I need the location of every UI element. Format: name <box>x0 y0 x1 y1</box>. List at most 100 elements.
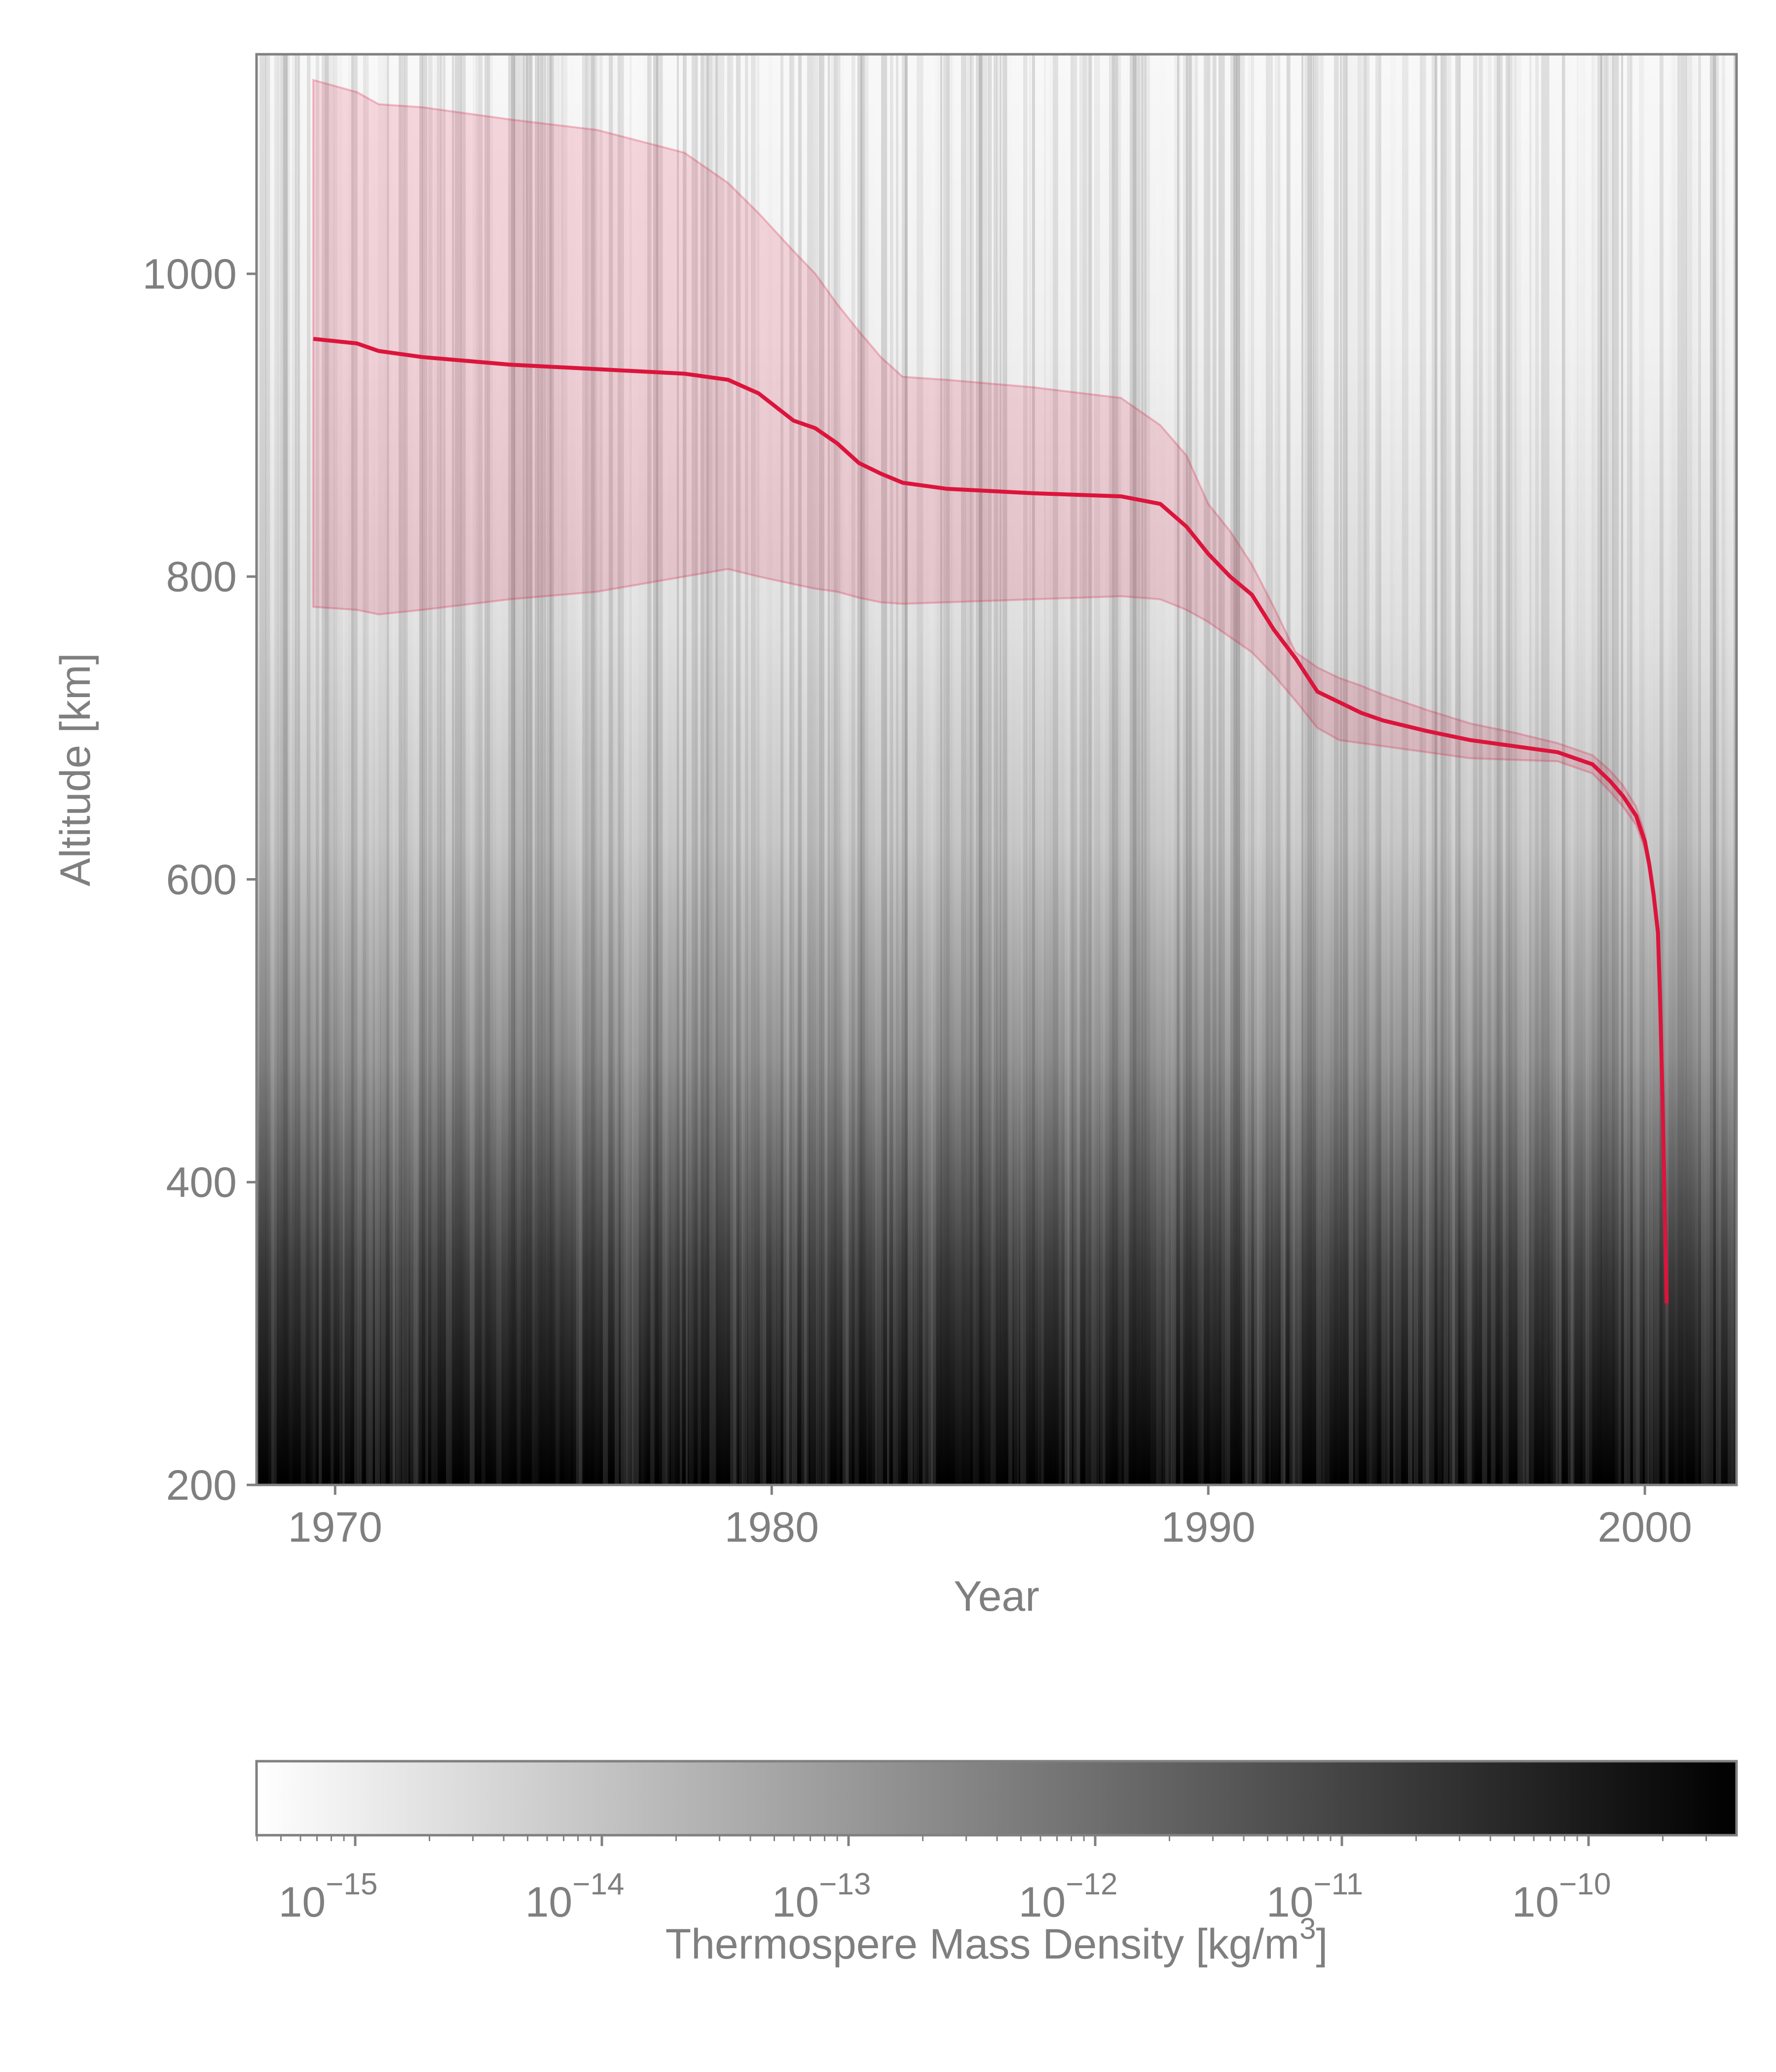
heatmap-stripe <box>757 54 760 1485</box>
heatmap-stripe <box>484 54 488 1485</box>
heatmap-stripe <box>1355 54 1359 1485</box>
heatmap-stripe <box>1029 54 1031 1485</box>
heatmap-stripe <box>1068 54 1073 1485</box>
heatmap-stripe <box>1189 54 1191 1485</box>
heatmap-stripe <box>360 54 363 1485</box>
heatmap-stripe <box>526 54 532 1485</box>
heatmap-stripe <box>591 54 597 1485</box>
heatmap-stripe <box>1156 54 1162 1485</box>
heatmap-stripe <box>1227 54 1230 1485</box>
heatmap-stripe <box>1091 54 1097 1485</box>
colorbar-label-exponent: 3 <box>1299 1912 1316 1945</box>
colorbar-ticks: 10−15 10−14 10−13 10−12 10−11 10−10 <box>256 1835 1707 1926</box>
y-tick-label: 600 <box>166 856 237 903</box>
heatmap-stripe <box>1165 54 1169 1485</box>
heatmap-stripe <box>1171 54 1176 1485</box>
heatmap-stripe <box>1615 54 1622 1485</box>
heatmap-stripe <box>715 54 718 1485</box>
heatmap-stripe <box>375 54 380 1485</box>
heatmap-stripe <box>656 54 663 1485</box>
heatmap-stripe <box>1224 54 1230 1485</box>
heatmap-stripe <box>1304 54 1310 1485</box>
heatmap-stripe <box>934 54 937 1485</box>
heatmap-stripe <box>547 54 552 1485</box>
heatmap-stripe <box>1183 54 1188 1485</box>
heatmap-stripe <box>801 54 807 1485</box>
heatmap-stripe <box>1600 54 1603 1485</box>
heatmap-stripe <box>410 54 417 1485</box>
heatmap-stripe <box>627 54 633 1485</box>
altitude-series <box>312 78 1669 1310</box>
heatmap-stripe <box>481 54 485 1485</box>
heatmap-stripe <box>265 54 270 1485</box>
heatmap-stripe <box>1660 54 1664 1485</box>
heatmap-stripe <box>1112 54 1118 1485</box>
x-axis-label: Year <box>954 1573 1039 1620</box>
heatmap-stripe <box>1665 54 1669 1485</box>
heatmap-stripe <box>1586 54 1589 1485</box>
heatmap-stripe <box>1121 54 1123 1485</box>
heatmap-stripe <box>369 54 373 1485</box>
heatmap-stripe <box>1168 54 1172 1485</box>
heatmap-stripe <box>1725 54 1728 1485</box>
heatmap-stripe <box>585 54 588 1485</box>
heatmap-stripe <box>1002 54 1007 1485</box>
heatmap-stripe <box>653 54 659 1485</box>
heatmap-stripe <box>1269 54 1271 1485</box>
heatmap-stripe <box>1287 54 1291 1485</box>
heatmap-stripe <box>1375 54 1381 1485</box>
heatmap-stripe <box>517 54 521 1485</box>
heatmap-stripe <box>701 54 704 1485</box>
heatmap-stripe <box>1364 54 1370 1485</box>
heatmap-stripe <box>1201 54 1204 1485</box>
heatmap-stripe <box>875 54 878 1485</box>
heatmap-stripe <box>1621 54 1624 1485</box>
y-axis-ticks: 200 400 600 800 1000 <box>143 251 257 1509</box>
heatmap-stripe <box>1233 54 1240 1485</box>
x-tick-label: 1980 <box>725 1504 819 1551</box>
heatmap-stripe <box>748 54 755 1485</box>
heatmap-stripe <box>837 54 840 1485</box>
heatmap-stripe <box>325 54 330 1485</box>
heatmap-stripe <box>1281 54 1285 1485</box>
heatmap-stripe <box>1467 54 1472 1485</box>
heatmap-stripe <box>1369 54 1373 1485</box>
colorbar-tick-label: 10−14 <box>525 1867 625 1926</box>
heatmap-stripe <box>609 54 613 1485</box>
heatmap-stripe <box>399 54 405 1485</box>
heatmap-stripe <box>843 54 849 1485</box>
heatmap-stripe <box>262 54 266 1485</box>
heatmap-stripe <box>976 54 983 1485</box>
heatmap-stripe <box>1553 54 1558 1485</box>
heatmap-stripe <box>455 54 462 1485</box>
heatmap-stripe <box>786 54 793 1485</box>
heatmap-stripe <box>1680 54 1687 1485</box>
heatmap-stripe <box>1023 54 1028 1485</box>
heatmap-stripe <box>1624 54 1630 1485</box>
heatmap-stripe <box>1657 54 1659 1485</box>
heatmap-stripe <box>1325 54 1330 1485</box>
heatmap-stripe <box>1050 54 1052 1485</box>
heatmap-stripe <box>487 54 490 1485</box>
heatmap-stripe <box>479 54 483 1485</box>
heatmap-stripe <box>419 54 423 1485</box>
heatmap-stripe <box>1139 54 1143 1485</box>
heatmap-stripe <box>1446 54 1451 1485</box>
heatmap-stripe <box>772 54 776 1485</box>
heatmap-stripe <box>615 54 620 1485</box>
heatmap-stripe <box>535 54 539 1485</box>
heatmap-stripe <box>351 54 358 1485</box>
heatmap-stripe <box>822 54 827 1485</box>
heatmap-stripe <box>1509 54 1512 1485</box>
heatmap-stripe <box>1026 54 1029 1485</box>
heatmap-stripe <box>1627 54 1632 1485</box>
heatmap-stripe <box>1562 54 1565 1485</box>
heatmap-stripe <box>1387 54 1390 1485</box>
heatmap-stripe <box>280 54 287 1485</box>
heatmap-stripe <box>561 54 568 1485</box>
heatmap-stripe <box>1221 54 1224 1485</box>
heatmap-stripe <box>1402 54 1409 1485</box>
heatmap-stripe <box>1180 54 1184 1485</box>
heatmap-stripe <box>730 54 737 1485</box>
